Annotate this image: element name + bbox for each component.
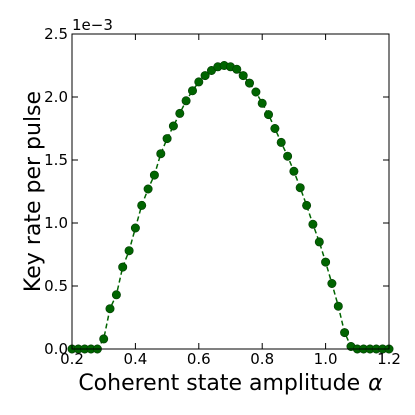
data-point [143,184,153,194]
data-point [263,110,273,120]
x-tick-label: 1.2 [377,350,401,368]
data-point [270,124,280,134]
data-point [340,328,350,338]
data-point [321,257,331,267]
plot-area: 0.2 0.4 0.6 0.8 1.0 1.2 0.0 0.5 1.0 1.5 2.0 2.5 [44,25,401,368]
data-point [194,77,204,87]
y-tick-label: 2.5 [44,25,68,43]
data-point [302,200,312,210]
y-tick-label: 0.0 [44,340,68,358]
data-point [105,304,115,314]
x-tick-label: 0.2 [60,350,84,368]
y-axis-multiplier: 1e−3 [72,16,113,34]
data-point [333,301,343,311]
data-point [175,108,185,118]
data-point [245,78,255,88]
plot-frame [71,33,390,350]
data-point [308,219,318,229]
x-tick-label: 0.6 [187,350,211,368]
data-point [124,246,134,256]
data-point [188,86,198,96]
y-tick-label: 0.5 [44,277,68,295]
data-point [257,98,267,108]
data-point [156,149,166,159]
x-tick-label: 0.8 [250,350,274,368]
data-point [276,137,286,147]
data-point [130,223,140,233]
data-point [111,290,121,300]
x-tick-label: 1.0 [314,350,338,368]
y-tick-label: 1.0 [44,214,68,232]
data-point [118,262,128,272]
data-point [238,71,248,81]
x-axis-label-symbol: α [368,371,383,396]
data-point [168,121,178,131]
data-point [137,200,147,210]
data-point [327,278,337,288]
data-point [314,237,324,247]
data-point [162,134,172,144]
data-point [289,166,299,176]
data-point [181,96,191,106]
data-point [251,87,261,97]
data-point [283,151,293,161]
x-axis-label-text: Coherent state amplitude [78,371,360,396]
x-axis-label: Coherent state amplitude α [78,371,383,396]
data-point [99,334,109,344]
data-point [295,183,305,193]
y-tick-label: 1.5 [44,151,68,169]
y-tick-label: 2.0 [44,88,68,106]
data-point [232,64,242,74]
data-point [149,170,159,180]
x-tick-label: 0.4 [123,350,147,368]
y-axis-label: Key rate per pulse [21,91,46,292]
series-line [72,64,389,350]
data-point [200,71,210,81]
